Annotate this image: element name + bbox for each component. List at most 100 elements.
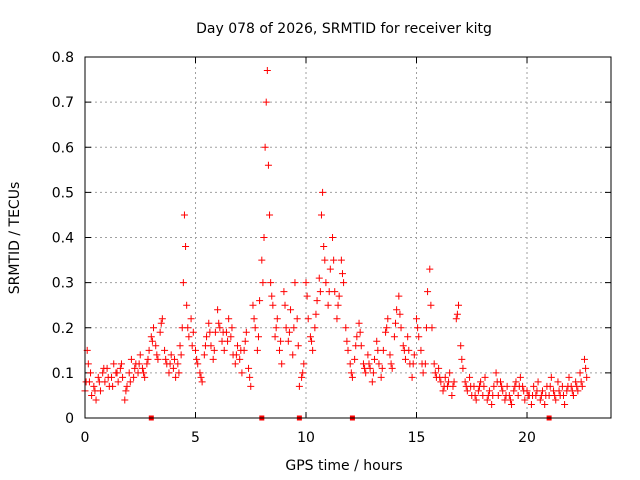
y-tick-label: 0.1 (52, 366, 74, 382)
data-point (498, 382, 506, 390)
data-point (340, 279, 348, 287)
data-point (559, 391, 567, 399)
data-point (291, 279, 299, 287)
data-point (123, 382, 131, 390)
data-point (220, 346, 228, 354)
data-point (263, 67, 271, 75)
data-point (177, 351, 185, 359)
data-point (251, 324, 259, 332)
data-point (530, 382, 538, 390)
data-point (90, 382, 98, 390)
data-point (322, 279, 330, 287)
data-point (219, 328, 227, 336)
data-point (422, 324, 430, 332)
data-point (104, 373, 112, 381)
data-point (516, 373, 524, 381)
data-point (551, 391, 559, 399)
data-point (92, 396, 100, 404)
data-point (285, 328, 293, 336)
data-point (419, 369, 427, 377)
data-point (119, 373, 127, 381)
y-tick-label: 0.7 (52, 95, 74, 111)
data-point (502, 391, 510, 399)
data-point (576, 369, 584, 377)
data-point (167, 351, 175, 359)
data-point (275, 346, 283, 354)
data-point (353, 333, 361, 341)
data-point (294, 342, 302, 350)
data-point (152, 342, 160, 350)
y-tick-label: 0.6 (52, 140, 74, 156)
data-point (492, 369, 500, 377)
data-point (179, 279, 187, 287)
data-point (165, 369, 173, 377)
data-point (158, 315, 166, 323)
data-point (299, 369, 307, 377)
data-point (448, 391, 456, 399)
data-point (250, 315, 258, 323)
data-point (315, 274, 323, 282)
data-point (404, 333, 412, 341)
data-point (308, 337, 316, 345)
data-point (329, 234, 337, 241)
data-point (122, 387, 130, 395)
data-point (461, 378, 469, 386)
data-point (311, 324, 319, 332)
data-point (355, 319, 363, 327)
data-point (209, 355, 217, 363)
data-point (426, 265, 434, 273)
data-point (267, 279, 275, 287)
data-point (445, 378, 453, 386)
data-point (568, 387, 576, 395)
data-point (282, 324, 290, 332)
data-point (268, 292, 276, 300)
data-point (138, 364, 146, 372)
data-point (312, 310, 320, 318)
data-point (321, 256, 329, 264)
data-point (440, 382, 448, 390)
data-point (514, 391, 522, 399)
data-point (125, 369, 133, 377)
ticks: 0 0.1 0.2 0.3 0.4 0.5 0.6 0.7 0.8 0 5 10 15 20 (52, 50, 611, 446)
data-point (228, 324, 236, 332)
x-tick-label: 0 (81, 430, 90, 446)
data-point (499, 387, 507, 395)
data-point (189, 328, 197, 336)
data-point (127, 355, 135, 363)
data-point (150, 324, 158, 332)
data-point (378, 364, 386, 372)
data-point (99, 369, 107, 377)
data-point (157, 319, 165, 327)
data-point (281, 301, 289, 309)
data-point (446, 369, 454, 377)
data-point (333, 315, 341, 323)
data-point (552, 396, 560, 404)
data-point (313, 297, 321, 305)
data-point (459, 364, 467, 372)
grid (85, 57, 611, 418)
data-point (452, 315, 460, 323)
data-point (337, 256, 345, 264)
data-point (82, 378, 90, 386)
data-point (325, 288, 333, 296)
data-point (206, 328, 214, 336)
data-point (324, 301, 332, 309)
y-tick-label: 0.2 (52, 321, 74, 337)
data-point (408, 373, 416, 381)
data-point (427, 301, 435, 309)
data-point (546, 382, 554, 390)
data-point (258, 256, 266, 264)
data-point (169, 364, 177, 372)
data-point (335, 292, 343, 300)
data-point (455, 301, 463, 309)
data-point (393, 306, 401, 314)
y-axis-label: SRMTID / TECUs (7, 182, 23, 295)
x-tick-label: 5 (191, 430, 200, 446)
data-point (136, 351, 144, 359)
data-point (88, 391, 96, 399)
data-point (527, 400, 535, 408)
data-point (534, 378, 542, 386)
data-point (541, 400, 549, 408)
data-point (386, 351, 394, 359)
data-point (388, 364, 396, 372)
